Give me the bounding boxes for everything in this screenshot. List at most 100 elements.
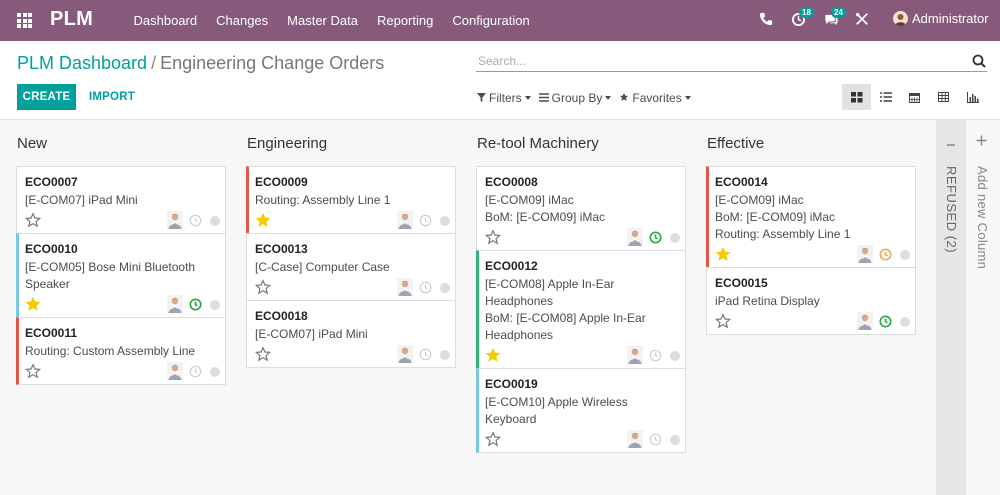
kanban-state-dot[interactable] (440, 283, 450, 293)
star-filled-icon[interactable] (25, 296, 41, 312)
column-title[interactable]: Re-tool Machinery (477, 135, 599, 152)
column-title[interactable]: Effective (707, 135, 765, 152)
favorites-dropdown[interactable]: Favorites (619, 91, 691, 105)
graph-view-icon[interactable] (958, 84, 987, 110)
kanban-card[interactable]: ECO0010 [E-COM05] Bose Mini Bluetooth Spea… (16, 233, 226, 317)
activity-clock-icon[interactable] (419, 214, 432, 227)
menu-dashboard[interactable]: Dashboard (133, 13, 198, 28)
groupby-dropdown[interactable]: Group By (538, 91, 612, 105)
user-avatar-icon[interactable] (167, 295, 183, 313)
list-view-icon[interactable] (871, 84, 900, 110)
card-reference: ECO0007 (25, 175, 78, 189)
kanban-state-dot[interactable] (210, 300, 220, 310)
kanban-state-dot[interactable] (900, 317, 910, 327)
messages-icon[interactable]: 24 (823, 7, 846, 28)
kanban-state-dot[interactable] (900, 250, 910, 260)
menu-master-data[interactable]: Master Data (287, 13, 358, 28)
user-avatar-icon[interactable] (397, 345, 413, 363)
kanban-view-icon[interactable] (842, 84, 871, 110)
user-avatar-icon[interactable] (397, 278, 413, 296)
pivot-view-icon[interactable] (929, 84, 958, 110)
search-icon[interactable] (972, 54, 986, 68)
folded-column-refused[interactable]: REFUSED (2) (936, 120, 966, 495)
star-filled-icon[interactable] (255, 212, 271, 228)
app-brand[interactable]: PLM (50, 8, 94, 30)
kanban-state-dot[interactable] (210, 367, 220, 377)
kanban-card[interactable]: ECO0013 [C-Case] Computer Case (246, 233, 456, 300)
kanban-card[interactable]: ECO0018 [E-COM07] iPad Mini (246, 300, 456, 368)
favorites-label: Favorites (632, 91, 682, 105)
user-avatar-icon[interactable] (857, 312, 873, 330)
kanban-card[interactable]: ECO0007 [E-COM07] iPad Mini (16, 166, 226, 233)
calendar-view-icon[interactable] (900, 84, 929, 110)
star-empty-icon[interactable] (24, 212, 42, 228)
search-input[interactable] (476, 54, 956, 68)
star-empty-icon[interactable] (254, 279, 272, 295)
column-title[interactable]: Engineering (247, 135, 328, 152)
star-filled-icon[interactable] (485, 347, 501, 363)
star-filled-icon[interactable] (715, 246, 731, 262)
star-empty-icon[interactable] (714, 313, 732, 329)
card-reference: ECO0008 (485, 175, 538, 189)
user-menu[interactable]: Administrator (893, 11, 989, 26)
star-empty-icon[interactable] (484, 431, 502, 447)
activity-clock-icon[interactable]: 18 (791, 7, 814, 28)
apps-grid-icon[interactable] (17, 13, 32, 28)
add-column-button[interactable]: Add new Column (966, 120, 1000, 495)
card-text-line: BoM: [E-COM09] iMac (485, 210, 606, 224)
kanban-card[interactable]: ECO0011 Routing: Custom Assembly Line (16, 317, 226, 385)
create-button[interactable]: CREATE (17, 84, 76, 110)
star-empty-icon[interactable] (254, 346, 272, 362)
user-avatar-icon[interactable] (167, 362, 183, 380)
star-empty-icon[interactable] (484, 229, 502, 245)
kanban-state-dot[interactable] (210, 216, 220, 226)
activity-clock-icon[interactable] (189, 298, 202, 311)
kanban-state-dot[interactable] (670, 351, 680, 361)
filters-dropdown[interactable]: Filters (477, 91, 531, 105)
activity-clock-icon[interactable] (189, 214, 202, 227)
menu-changes[interactable]: Changes (216, 13, 269, 28)
activity-clock-icon[interactable] (649, 349, 662, 362)
breadcrumb-plm-dashboard[interactable]: PLM Dashboard (17, 53, 148, 73)
activity-clock-icon[interactable] (879, 248, 892, 261)
user-avatar-icon[interactable] (627, 228, 643, 246)
kanban-state-dot[interactable] (440, 350, 450, 360)
column-cards: ECO0009 Routing: Assembly Line 1 ECO0013 [C… (246, 166, 456, 368)
card-footer (715, 243, 910, 267)
activity-clock-icon[interactable] (879, 315, 892, 328)
user-avatar-icon[interactable] (397, 211, 413, 229)
activity-clock-icon[interactable] (649, 231, 662, 244)
card-text-line: Speaker (25, 277, 70, 291)
kanban-card[interactable]: ECO0019 [E-COM10] Apple Wireless Keyboard (476, 368, 686, 453)
kanban-card[interactable]: ECO0008 [E-COM09] iMac BoM: [E-COM09] iMac (476, 166, 686, 250)
kanban-state-dot[interactable] (440, 216, 450, 226)
user-avatar-icon[interactable] (857, 245, 873, 263)
card-text-line: Headphones (485, 328, 554, 342)
star-empty-icon[interactable] (24, 363, 42, 379)
kanban-card[interactable]: ECO0014 [E-COM09] iMac BoM: [E-COM09] iMac… (706, 166, 916, 267)
fold-handle-icon[interactable] (946, 140, 956, 153)
menu-reporting[interactable]: Reporting (376, 13, 434, 28)
activity-clock-icon[interactable] (649, 433, 662, 446)
activity-clock-icon[interactable] (189, 365, 202, 378)
kanban-card[interactable]: ECO0009 Routing: Assembly Line 1 (246, 166, 456, 233)
import-button[interactable]: IMPORT (84, 84, 140, 110)
kanban-card[interactable]: ECO0012 [E-COM08] Apple In-Ear Headphones B… (476, 250, 686, 368)
phone-icon[interactable] (759, 12, 775, 28)
kanban-state-dot[interactable] (670, 233, 680, 243)
card-text-line: [E-COM09] iMac (485, 193, 574, 207)
activity-clock-icon[interactable] (419, 281, 432, 294)
caret-down-icon (605, 96, 612, 100)
kanban-card[interactable]: ECO0015 iPad Retina Display (706, 267, 916, 335)
kanban-state-dot[interactable] (670, 435, 680, 445)
activity-clock-icon[interactable] (419, 348, 432, 361)
column-title[interactable]: New (17, 135, 48, 152)
user-avatar-icon[interactable] (627, 430, 643, 448)
user-avatar-icon[interactable] (167, 211, 183, 229)
card-text-line: Routing: Assembly Line 1 (255, 193, 391, 207)
plus-icon[interactable] (976, 133, 987, 150)
user-avatar-icon[interactable] (627, 346, 643, 364)
breadcrumb-separator: / (151, 53, 157, 73)
menu-configuration[interactable]: Configuration (452, 13, 530, 28)
debug-tools-icon[interactable] (855, 12, 871, 28)
